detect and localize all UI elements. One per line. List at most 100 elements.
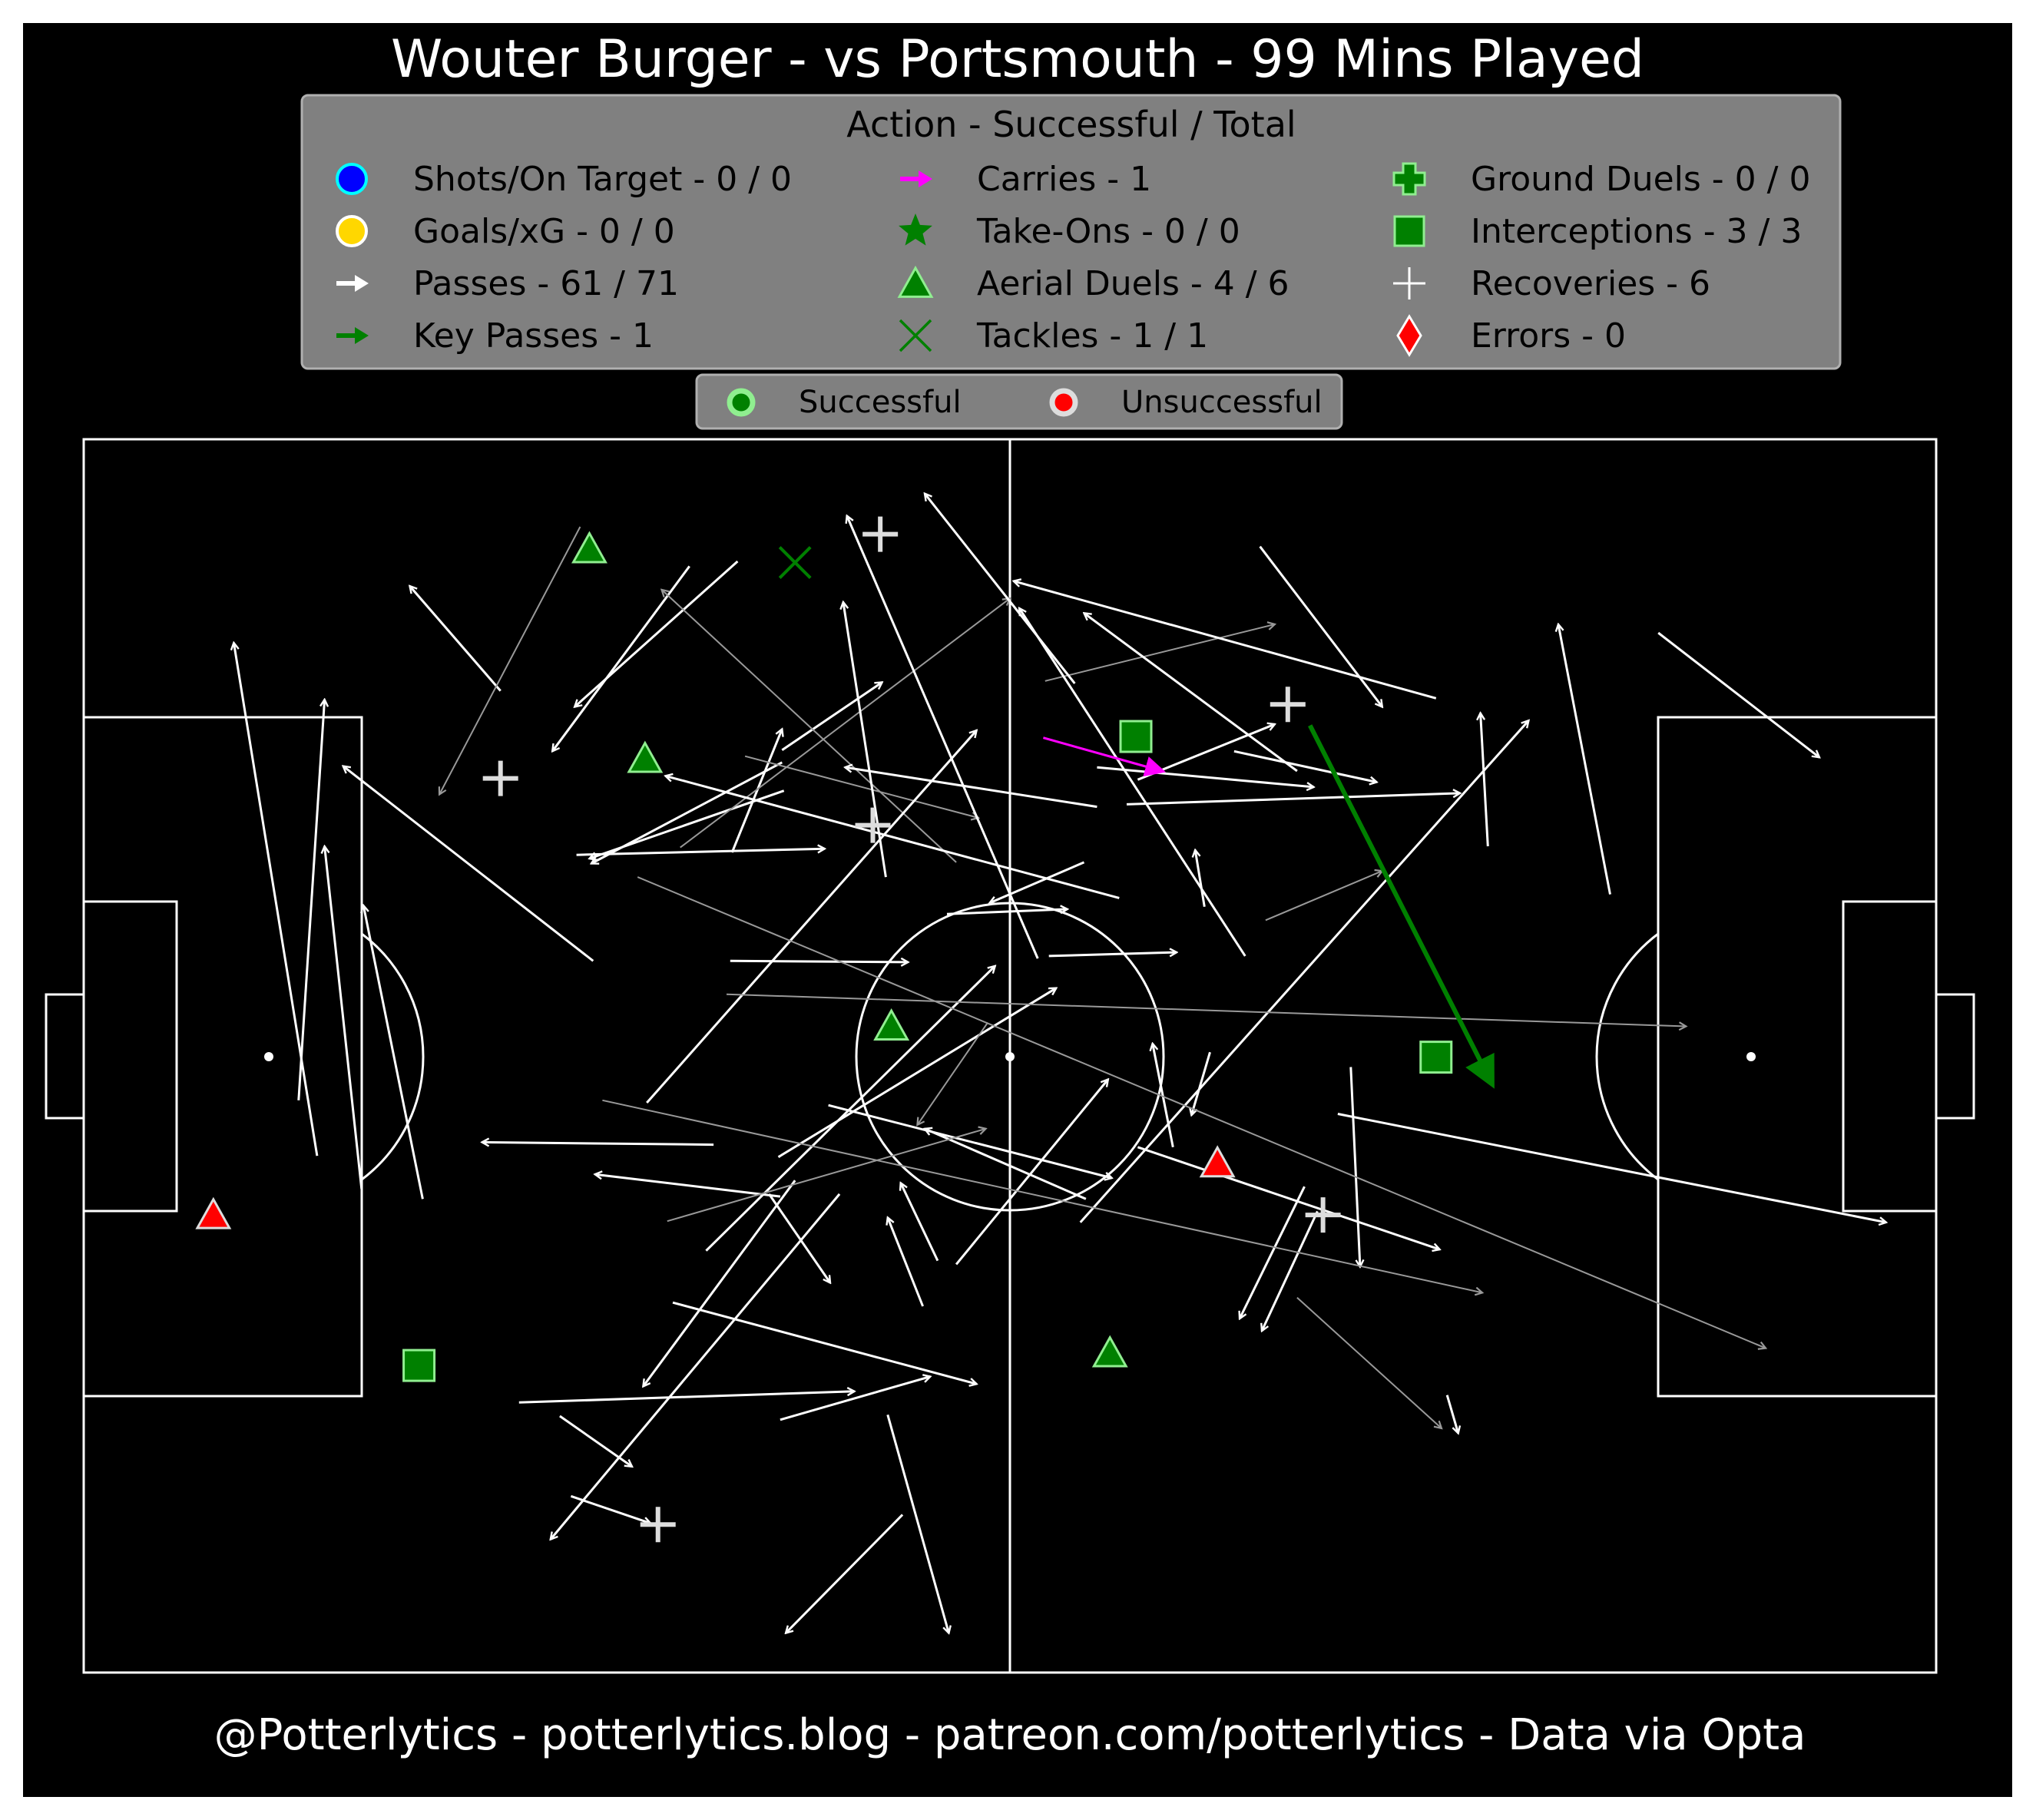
pass-arrow-successful	[643, 1180, 796, 1386]
pass-arrow-successful	[233, 643, 319, 1157]
pass-arrow-successful	[1153, 1044, 1174, 1148]
pass-arrow-successful	[1445, 1395, 1458, 1434]
recoveries-plus-icon	[1393, 267, 1425, 299]
ground-duels-plus-icon	[1392, 162, 1426, 196]
recovery-marker	[862, 516, 899, 552]
pass-arrow-successful	[828, 1104, 1112, 1178]
legend-item-label: Key Passes - 1	[413, 316, 654, 356]
unsuccessful-swatch-icon	[1049, 388, 1078, 417]
pass-arrow-successful	[781, 682, 882, 751]
legend-item-label: Errors - 0	[1471, 316, 1626, 356]
pass-arrow-successful	[777, 988, 1057, 1158]
pass-arrow-successful	[297, 700, 325, 1100]
pass-arrow-successful	[1262, 1210, 1319, 1331]
carry-arrow	[1042, 736, 1166, 777]
legend-item-errors: Errors - 0	[1396, 314, 1626, 357]
legend-item-label: Ground Duels - 0 / 0	[1471, 160, 1810, 199]
pass-arrow-successful	[780, 1377, 930, 1421]
pass-arrow-unsuccessful	[680, 598, 1010, 849]
pass-arrow-successful	[672, 1301, 977, 1384]
legend-item-take-ons: Take-Ons - 0 / 0	[899, 212, 1240, 251]
legend-item-recoveries: Recoveries - 6	[1393, 264, 1710, 303]
legend-item-label: Recoveries - 6	[1471, 264, 1710, 303]
aerial-duel-lost-marker	[195, 1196, 232, 1229]
pass-arrow-successful	[1481, 713, 1489, 847]
pass-arrow-unsuccessful	[637, 876, 1766, 1348]
aerial-duel-lost-marker	[1199, 1145, 1236, 1178]
right-goal	[1935, 993, 1975, 1120]
aerial-duels-triangle-icon	[897, 265, 934, 298]
outcome-legend-box	[695, 373, 1343, 430]
legend-item-goals-xg: Goals/xG - 0 / 0	[336, 212, 675, 251]
pass-arrow-successful	[518, 1391, 855, 1404]
key-pass-arrow	[1308, 724, 1495, 1089]
pass-arrow-unsuccessful	[667, 1129, 986, 1223]
centre-spot	[1005, 1052, 1015, 1061]
shots-on-target-circle-icon	[336, 163, 368, 195]
pass-arrow-successful	[1195, 850, 1206, 907]
legend-item-passes: Passes - 61 / 71	[336, 264, 679, 303]
pass-arrow-successful	[570, 1494, 651, 1523]
pass-arrow-successful	[1349, 1067, 1360, 1267]
left-goal	[45, 993, 85, 1120]
unsuccessful-label: Unsuccessful	[1121, 385, 1323, 420]
tackles-x-icon	[899, 319, 932, 352]
pass-arrow-successful	[410, 586, 502, 692]
right-penalty-arc	[1595, 932, 1659, 1181]
legend-item-label: Interceptions - 3 / 3	[1471, 212, 1802, 251]
pass-arrow-successful	[1191, 1051, 1211, 1115]
aerial-duel-won-marker	[1091, 1335, 1128, 1368]
legend-item-label: Tackles - 1 / 1	[976, 316, 1208, 356]
interception-marker	[402, 1348, 436, 1382]
pass-arrow-successful	[925, 1129, 1087, 1200]
pass-arrow-successful	[845, 767, 1097, 809]
pass-arrow-successful	[574, 560, 739, 707]
pass-arrow-unsuccessful	[744, 755, 978, 818]
passes-arrow-head-icon	[355, 275, 369, 292]
recovery-marker	[1305, 1197, 1341, 1233]
legend-item-label: Take-Ons - 0 / 0	[976, 212, 1240, 251]
pass-arrow-unsuccessful	[917, 1022, 988, 1125]
pass-arrow-successful	[768, 1193, 830, 1283]
take-ons-star-icon	[899, 213, 932, 246]
chart-title: Wouter Burger - vs Portsmouth - 99 Mins …	[391, 29, 1644, 90]
carries-arrow-head-icon	[919, 170, 932, 187]
pass-arrow-successful	[343, 766, 594, 962]
legend-item-aerial-duels: Aerial Duels - 4 / 6	[897, 264, 1289, 303]
pass-arrow-successful	[1558, 624, 1611, 895]
legend-item-label: Aerial Duels - 4 / 6	[977, 264, 1289, 303]
action-legend-title: Action - Successful / Total	[846, 104, 1296, 145]
legend-item-tackles: Tackles - 1 / 1	[899, 316, 1208, 356]
footer-credit: @Potterlytics - potterlytics.blog - patr…	[214, 1710, 1806, 1760]
pass-arrow-successful	[1079, 720, 1529, 1223]
pass-arrow-successful	[646, 730, 976, 1104]
pass-arrow-unsuccessful	[1296, 1297, 1442, 1428]
legend-item-shots-on-target: Shots/On Target - 0 / 0	[336, 160, 792, 199]
legend-item-label: Carries - 1	[977, 160, 1151, 199]
pass-arrow-unsuccessful	[662, 590, 957, 863]
pass-arrow-successful	[946, 909, 1068, 915]
aerial-duel-won-marker	[873, 1008, 910, 1041]
recovery-marker	[482, 760, 518, 796]
pass-arrow-unsuccessful	[439, 526, 581, 795]
pass-arrow-successful	[1097, 766, 1313, 787]
outcome-legend: Successful Unsuccessful	[695, 373, 1343, 430]
legend-item-carries: Carries - 1	[900, 160, 1151, 199]
recovery-marker	[855, 807, 891, 843]
aerial-duel-won-marker	[571, 531, 607, 564]
pass-arrow-successful	[990, 861, 1085, 903]
pass-arrow-successful	[705, 966, 995, 1252]
action-legend-box	[300, 94, 1842, 370]
pass-arrow-successful	[1137, 1146, 1439, 1249]
interceptions-square-icon	[1393, 215, 1425, 247]
pass-arrow-successful	[730, 961, 909, 962]
pass-arrow-successful	[363, 905, 424, 1200]
recovery-marker	[640, 1507, 676, 1543]
interception-marker	[1119, 720, 1153, 753]
tackle-marker	[778, 546, 812, 580]
legend-item-key-passes: Key Passes - 1	[336, 316, 654, 356]
pass-arrow-successful	[576, 849, 825, 856]
interception-marker	[1419, 1041, 1453, 1074]
